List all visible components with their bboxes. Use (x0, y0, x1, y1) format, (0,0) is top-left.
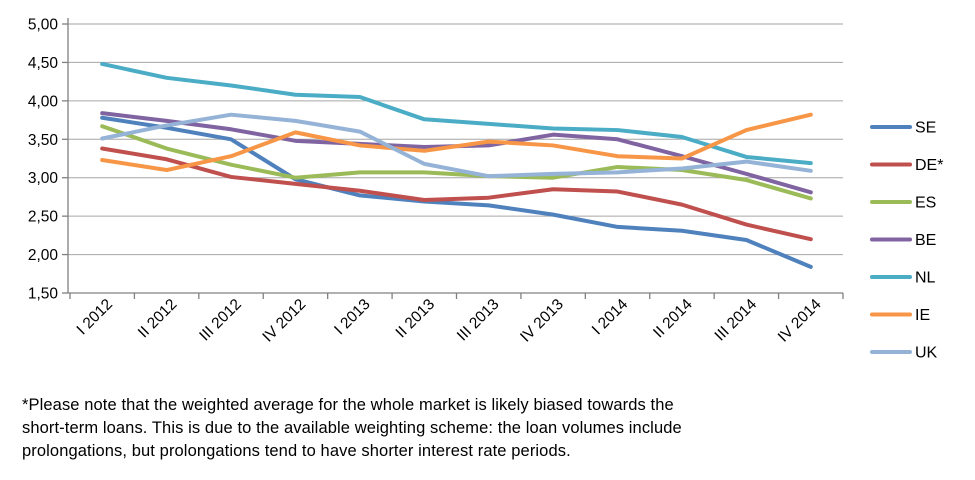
series-line-NL (100, 61, 813, 166)
y-axis-label: 2,00 (28, 247, 59, 264)
legend-label: BE (915, 232, 936, 249)
series-line-IE (100, 112, 813, 173)
legend-item-SE: SE (870, 120, 936, 137)
x-axis-label: III 2014 (712, 296, 761, 345)
y-axis-label: 3,50 (28, 132, 59, 149)
series-line-DE (100, 146, 813, 242)
series-line-ES (100, 124, 813, 201)
x-axis-label: III 2012 (196, 296, 245, 345)
x-axis-label: II 2012 (135, 296, 181, 342)
line-chart: 5,00 4,50 4,00 3,50 3,00 2,50 2,00 1,50 I 2012 II… (28, 17, 944, 362)
legend-label: IE (915, 307, 930, 324)
chart-area: 5,00 4,50 4,00 3,50 3,00 2,50 2,00 1,50 I 2012 II… (28, 17, 944, 362)
series-line-UK (100, 112, 813, 179)
series-line-SE (100, 115, 813, 269)
x-axis-label: I 2013 (331, 296, 374, 339)
y-axis-label: 1,50 (28, 286, 59, 303)
legend-item-IE: IE (870, 307, 930, 324)
y-axis-label: 4,50 (28, 55, 59, 72)
x-axis-label: IV 2013 (517, 296, 567, 346)
y-axis-label: 4,00 (28, 93, 59, 110)
footnote-line-2: short-term loans. This is due to the ava… (22, 419, 682, 437)
legend-item-UK: UK (870, 345, 938, 362)
legend-label: NL (915, 270, 936, 287)
legend-label: ES (915, 195, 936, 212)
legend-item-BE: BE (870, 232, 936, 249)
y-axis-label: 2,50 (28, 209, 59, 226)
legend-item-DE: DE* (870, 157, 943, 174)
x-axis-label: IV 2012 (259, 296, 309, 346)
legend-label: SE (915, 120, 936, 137)
x-axis-label: III 2013 (454, 296, 503, 345)
legend-item-ES: ES (870, 195, 936, 212)
x-axis-label: II 2014 (650, 296, 696, 342)
legend-label: DE* (915, 157, 943, 174)
x-axis-label: I 2014 (589, 296, 632, 339)
series-line-BE (100, 111, 813, 195)
legend-item-NL: NL (870, 270, 936, 287)
footnote-line-1: *Please note that the weighted average f… (22, 396, 674, 414)
footnote-line-3: prolongations, but prolongations tend to… (22, 442, 571, 460)
x-axis-label: I 2012 (74, 296, 117, 339)
x-axis-label: IV 2014 (775, 296, 825, 346)
x-axis-label: II 2013 (393, 296, 439, 342)
y-axis-label: 5,00 (28, 17, 59, 34)
chart-footnote: *Please note that the weighted average f… (22, 394, 882, 463)
y-axis-label: 3,00 (28, 170, 59, 187)
legend-label: UK (915, 345, 938, 362)
